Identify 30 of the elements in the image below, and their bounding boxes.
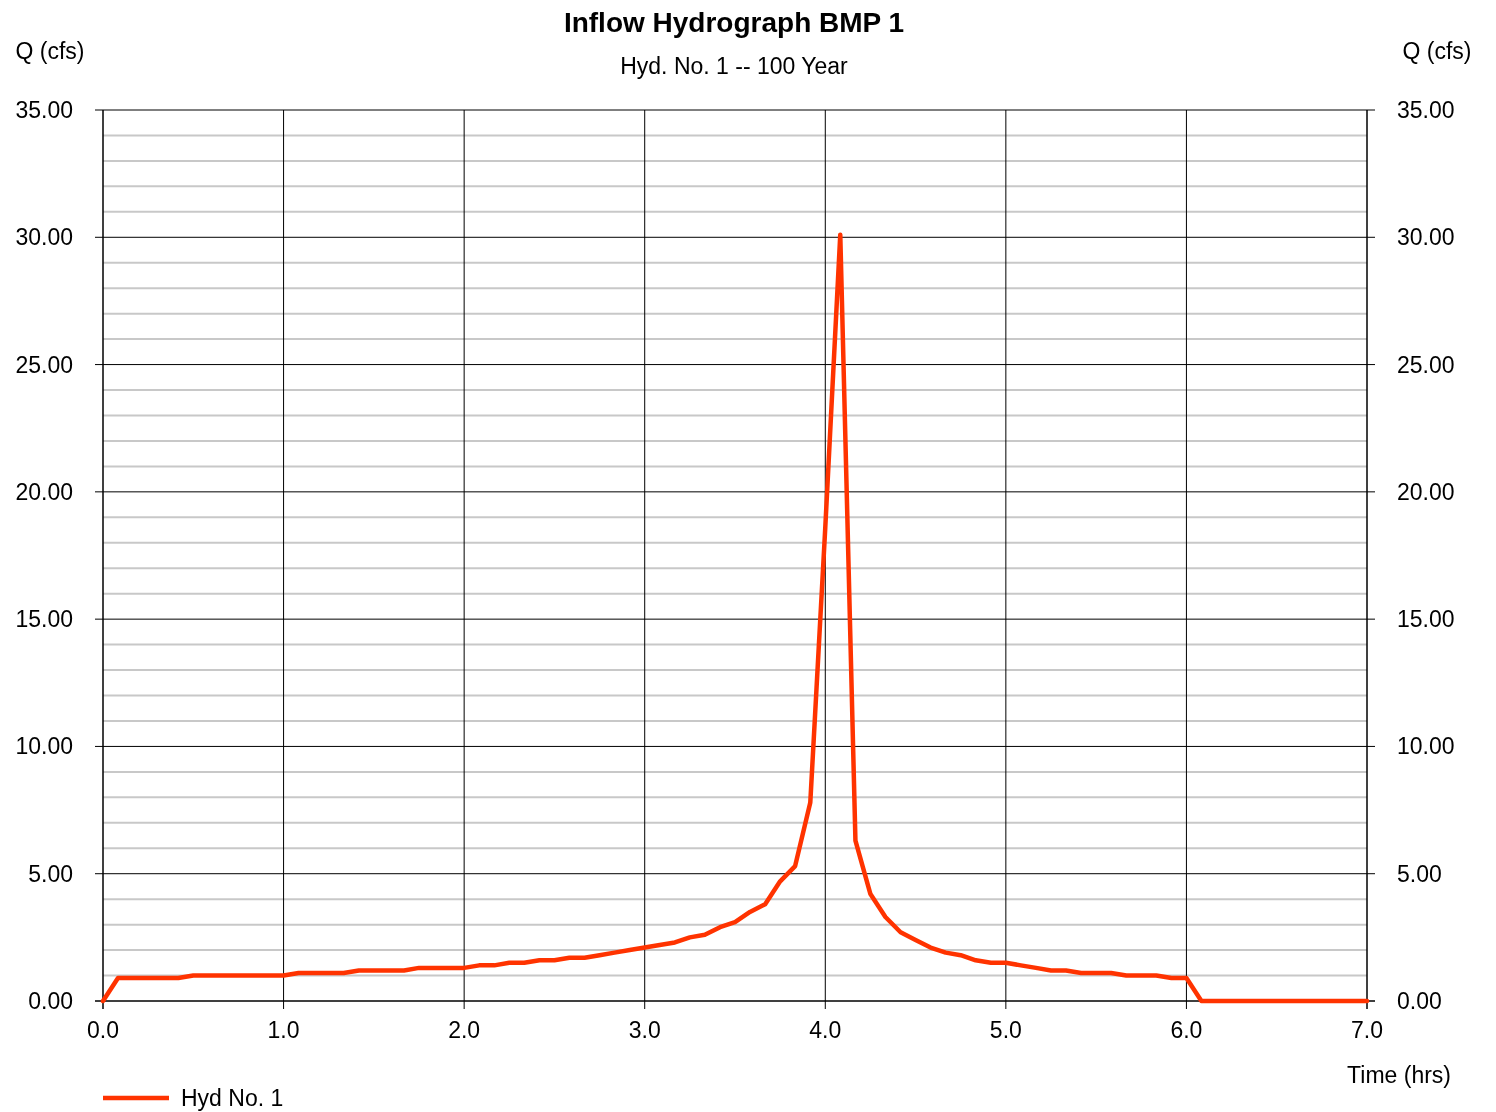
y2-axis-title: Q (cfs) [1402,38,1472,64]
y2-tick-label: 0.00 [1397,988,1442,1015]
y-tick-label: 0.00 [28,988,73,1015]
x-tick-label: 7.0 [1351,1017,1383,1043]
y2-tick-label: 10.00 [1397,733,1455,760]
x-tick-label: 5.0 [989,1017,1022,1043]
x-axis-title: Time (hrs) [1347,1062,1451,1088]
y2-tick-label: 5.00 [1397,860,1442,887]
y2-tick-label: 30.00 [1397,224,1455,251]
y2-tick-label: 20.00 [1397,478,1455,505]
legend-label: Hyd No. 1 [181,1085,284,1112]
y2-tick-label: 25.00 [1397,351,1455,378]
x-tick-label: 4.0 [809,1017,842,1043]
x-tick-label: 2.0 [448,1017,481,1043]
x-tick-label: 3.0 [628,1017,661,1043]
y-tick-label: 10.00 [15,733,73,760]
y-tick-label: 5.00 [28,860,73,887]
y-tick-label: 25.00 [15,351,73,378]
chart-subtitle: Hyd. No. 1 -- 100 Year [620,53,849,79]
y-axis-title: Q (cfs) [15,38,85,64]
x-tick-label: 1.0 [267,1017,300,1043]
y2-tick-label: 15.00 [1397,606,1455,633]
y-tick-label: 15.00 [15,606,73,633]
y-tick-label: 35.00 [15,97,73,124]
x-tick-label: 6.0 [1170,1017,1203,1043]
chart-title: Inflow Hydrograph BMP 1 [563,7,905,38]
y-tick-label: 20.00 [15,478,73,505]
y-tick-label: 30.00 [15,224,73,251]
x-tick-label: 0.0 [87,1017,119,1043]
y2-tick-label: 35.00 [1397,97,1455,124]
